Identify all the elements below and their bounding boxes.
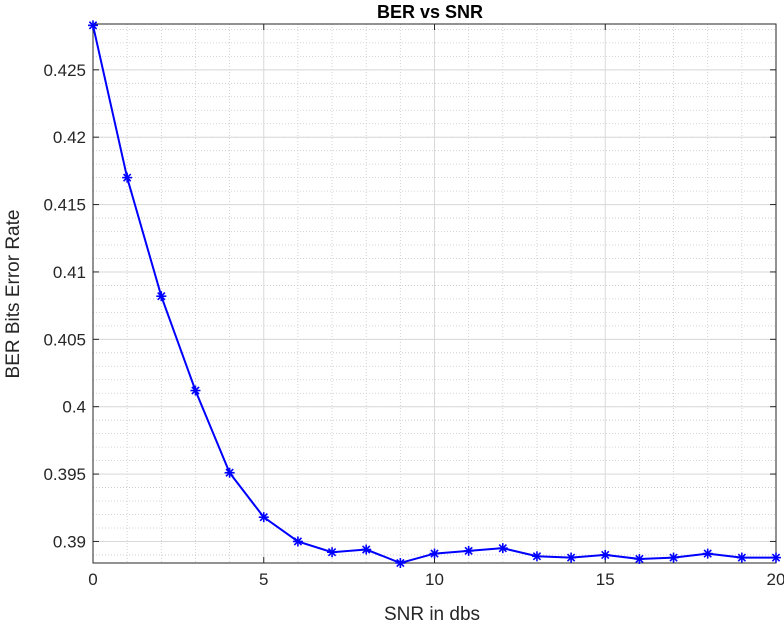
y-tick-label: 0.425	[43, 61, 86, 80]
x-tick-label: 10	[425, 570, 444, 589]
ber-marker	[224, 467, 235, 478]
ber-marker	[258, 512, 269, 523]
ber-marker	[736, 552, 747, 563]
ber-marker	[600, 549, 611, 560]
x-axis-ticks: 0 5 10 15 20	[88, 24, 784, 589]
ber-marker	[668, 552, 679, 563]
ber-marker	[566, 552, 577, 563]
y-axis-ticks: 0.39 0.395 0.4 0.405 0.41 0.415 0.42 0.425	[43, 61, 776, 551]
ber-marker	[327, 547, 338, 558]
ber-marker	[702, 548, 713, 559]
x-axis-label: SNR in dbs	[384, 604, 480, 625]
y-axis-label: BER Bits Error Rate	[3, 210, 24, 379]
y-tick-label: 0.4	[62, 398, 86, 417]
x-tick-label: 20	[767, 570, 784, 589]
y-tick-label: 0.41	[53, 263, 86, 282]
x-tick-label: 5	[259, 570, 268, 589]
ber-marker	[497, 543, 508, 554]
ber-marker	[122, 172, 133, 183]
ber-marker	[88, 20, 98, 31]
y-tick-label: 0.42	[53, 128, 86, 147]
ber-marker	[429, 548, 440, 559]
x-tick-label: 0	[88, 570, 97, 589]
major-grid	[92, 24, 777, 563]
chart-title: BER vs SNR	[377, 2, 483, 22]
ber-marker	[634, 553, 645, 564]
ber-marker	[395, 558, 406, 568]
y-tick-label: 0.405	[43, 330, 86, 349]
ber-marker	[361, 544, 372, 555]
y-tick-label: 0.415	[43, 196, 86, 215]
x-tick-label: 15	[596, 570, 615, 589]
ber-marker	[463, 545, 474, 556]
ber-marker	[190, 385, 201, 396]
ber-marker	[531, 551, 542, 562]
ber-marker	[771, 552, 781, 563]
y-tick-label: 0.395	[43, 465, 86, 484]
ber-marker	[292, 536, 303, 547]
y-tick-label: 0.39	[53, 532, 86, 551]
ber-marker	[156, 291, 167, 302]
series-layer	[88, 20, 781, 568]
